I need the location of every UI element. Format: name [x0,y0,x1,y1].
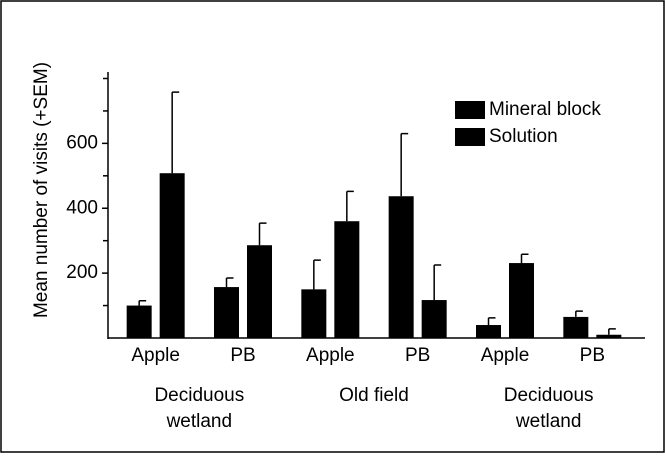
error-bar [608,328,616,335]
bar [421,300,447,338]
bar [334,221,360,338]
legend-swatch [455,101,485,119]
x-tick-label: PB [405,345,430,366]
x-tick-label: PB [230,345,255,366]
bar [596,334,622,338]
legend-label: Solution [489,126,558,147]
error-bar [346,190,354,222]
bar [247,245,272,338]
x-tick-label: Apple [131,345,180,366]
bar [126,305,152,338]
group-label: Deciduous [154,385,244,406]
bar [563,316,589,338]
group-label: wetland [515,411,582,432]
y-tick-label: 400 [66,197,98,218]
bar [388,196,414,338]
error-bar [575,310,583,317]
x-tick-label: Apple [306,345,355,366]
y-axis-label: Mean number of visits (+SEM) [31,62,52,318]
error-bar [520,253,529,264]
y-tick-label: 600 [66,132,98,153]
legend-label: Mineral block [489,99,601,120]
group-label: Old field [339,385,409,406]
group-label: Deciduous [504,385,594,406]
error-bar [258,222,267,246]
x-tick-label: Apple [481,345,530,366]
error-bar [400,132,409,197]
bar [476,325,501,338]
bar [159,173,185,338]
x-tick-label: PB [580,345,605,366]
error-bar [313,259,321,290]
legend-swatch [455,128,485,146]
error-bar [138,299,147,306]
bar [301,289,327,338]
bar [214,287,239,338]
error-bar [433,264,442,301]
error-bar [171,91,180,174]
error-bar [487,317,496,326]
bar [509,263,534,338]
error-bar [225,277,234,288]
y-tick-label: 200 [66,262,98,283]
group-label: wetland [166,411,233,432]
